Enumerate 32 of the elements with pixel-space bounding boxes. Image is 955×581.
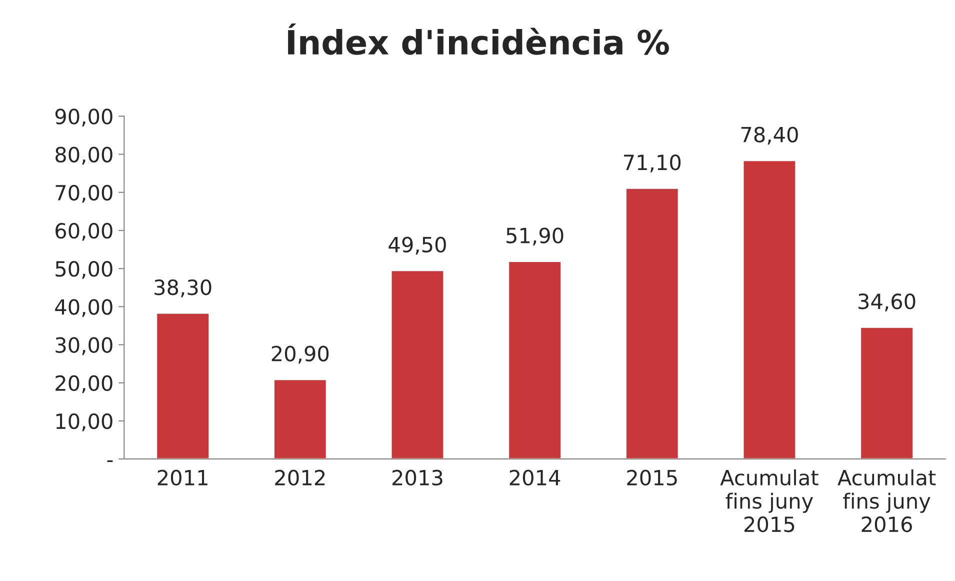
y-tick-label: 60,00	[56, 222, 112, 241]
y-tick-label: 80,00	[56, 146, 112, 165]
x-tick-label: Acumulat fins juny 2015	[720, 469, 818, 532]
bar	[156, 312, 210, 459]
y-tick-label: 20,00	[56, 375, 112, 394]
data-label: 49,50	[388, 236, 446, 255]
x-tick-label: 2011	[158, 470, 208, 486]
data-label: 20,90	[272, 346, 329, 364]
data-label: 38,30	[154, 279, 212, 298]
x-tick-label: 2013	[392, 470, 442, 486]
data-label: 34,60	[858, 294, 916, 312]
data-label: 78,40	[741, 126, 798, 145]
y-tick-label: 70,00	[56, 184, 112, 203]
bar	[742, 160, 797, 459]
bar	[508, 260, 562, 459]
y-tick-label: 30,00	[56, 337, 112, 356]
x-tick-label: 2014	[510, 470, 560, 486]
y-tick-label: 40,00	[55, 299, 112, 317]
data-label: 51,90	[506, 228, 564, 246]
x-tick-label: 2012	[275, 470, 325, 486]
bar	[273, 378, 328, 459]
x-tick-label: 2015	[627, 470, 677, 486]
y-tick-label: 90,00	[55, 108, 112, 127]
bar	[860, 326, 914, 459]
chart-title: Índex d'incidència %	[288, 24, 669, 55]
data-label: 71,10	[624, 154, 681, 172]
bar	[625, 187, 680, 459]
bar	[390, 270, 445, 459]
y-tick-label: -	[107, 460, 113, 462]
y-tick-label: 50,00	[56, 261, 112, 279]
x-tick-label: Acumulat fins juny 2016	[838, 469, 936, 532]
y-tick-label: 10,00	[56, 413, 112, 432]
